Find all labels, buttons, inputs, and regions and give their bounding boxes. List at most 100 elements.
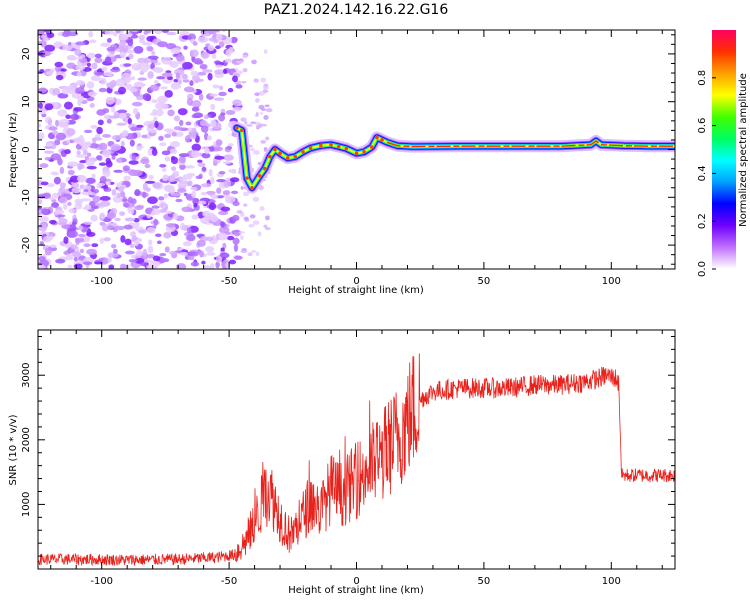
noise-blob (123, 224, 133, 230)
noise-blob (96, 126, 103, 135)
noise-blob (141, 134, 148, 139)
noise-blob (75, 80, 85, 86)
noise-blob (45, 142, 54, 148)
noise-blob (89, 39, 97, 44)
noise-blob (67, 264, 73, 269)
noise-blob (38, 216, 49, 223)
noise-blob (243, 216, 249, 221)
noise-blob (74, 137, 85, 145)
noise-blob (222, 190, 231, 196)
noise-blob (98, 162, 107, 166)
noise-blob (131, 154, 137, 161)
noise-blob (207, 44, 215, 52)
noise-blob (74, 49, 82, 56)
noise-blob (54, 65, 62, 72)
noise-blob (83, 188, 89, 193)
noise-blob (236, 60, 244, 64)
noise-blob (234, 255, 243, 260)
noise-blob (83, 221, 93, 225)
noise-blob (106, 46, 116, 52)
noise-blob (40, 40, 47, 48)
noise-blob (200, 183, 212, 188)
noise-blob (51, 202, 60, 208)
noise-blob (265, 215, 270, 221)
noise-blob (240, 117, 247, 122)
noise-blob (62, 203, 68, 210)
noise-blob (148, 239, 153, 246)
noise-blob (93, 188, 99, 194)
noise-blob (238, 231, 246, 234)
noise-blob (121, 129, 129, 137)
noise-blob (96, 182, 102, 189)
noise-blob (179, 251, 188, 256)
noise-blob (57, 92, 69, 99)
noise-blob (114, 217, 121, 222)
noise-blob (170, 193, 182, 197)
noise-blob (117, 109, 128, 114)
noise-blob (168, 186, 176, 195)
noise-blob (265, 136, 270, 141)
noise-blob (225, 146, 233, 150)
noise-blob (218, 210, 229, 216)
noise-blob (71, 221, 77, 226)
noise-blob (117, 186, 125, 192)
noise-blob (157, 41, 168, 48)
noise-blob (102, 134, 112, 138)
noise-blob (105, 96, 115, 105)
snr-x-tick-label: -100 (90, 576, 113, 587)
noise-blob (104, 56, 112, 65)
ridge-core (386, 140, 675, 148)
noise-blob (200, 191, 208, 196)
noise-blob (165, 43, 177, 50)
noise-blob (58, 122, 68, 128)
noise-blob (199, 63, 208, 70)
noise-blob (181, 206, 192, 213)
noise-blob (190, 261, 200, 267)
spectrogram-y-label: Frequency (Hz) (8, 112, 19, 188)
noise-blob (110, 143, 122, 151)
noise-blob (46, 32, 55, 39)
noise-blob (254, 92, 260, 97)
noise-blob (51, 192, 59, 199)
noise-blob (162, 176, 168, 182)
noise-blob (171, 166, 177, 171)
noise-blob (124, 250, 135, 255)
noise-blob (152, 255, 161, 262)
noise-blob (153, 30, 163, 35)
noise-blob (147, 46, 154, 52)
noise-blob (171, 132, 177, 137)
noise-blob (246, 124, 253, 127)
noise-blob (124, 217, 136, 222)
spectrogram-x-label: Height of straight line (km) (288, 285, 424, 296)
noise-blob (146, 227, 156, 234)
noise-blob (149, 84, 160, 92)
noise-blob (50, 171, 60, 176)
noise-blob (199, 120, 208, 127)
noise-blob (108, 264, 115, 269)
noise-blob (82, 261, 93, 266)
noise-blob (196, 239, 206, 247)
noise-blob (77, 55, 83, 60)
noise-blob (130, 126, 138, 132)
noise-blob (86, 81, 95, 89)
noise-blob (54, 139, 61, 146)
ridge-point (250, 185, 254, 190)
noise-blob (166, 31, 177, 36)
noise-blob (240, 250, 248, 253)
noise-blob (77, 233, 86, 237)
ridge-point (301, 150, 305, 154)
noise-blob (213, 60, 221, 65)
noise-blob (62, 44, 73, 52)
noise-blob (188, 251, 199, 257)
noise-blob (262, 89, 269, 93)
noise-blob (251, 250, 256, 254)
noise-blob (265, 107, 273, 113)
spectrogram-x-axis: -100 -50 0 50 100 (50, 30, 663, 287)
noise-blob (131, 101, 143, 107)
noise-blob (139, 34, 146, 39)
noise-blob (54, 209, 65, 215)
noise-blob (83, 243, 91, 248)
noise-blob (102, 149, 111, 158)
noise-blob (71, 187, 82, 194)
noise-blob (240, 234, 244, 240)
